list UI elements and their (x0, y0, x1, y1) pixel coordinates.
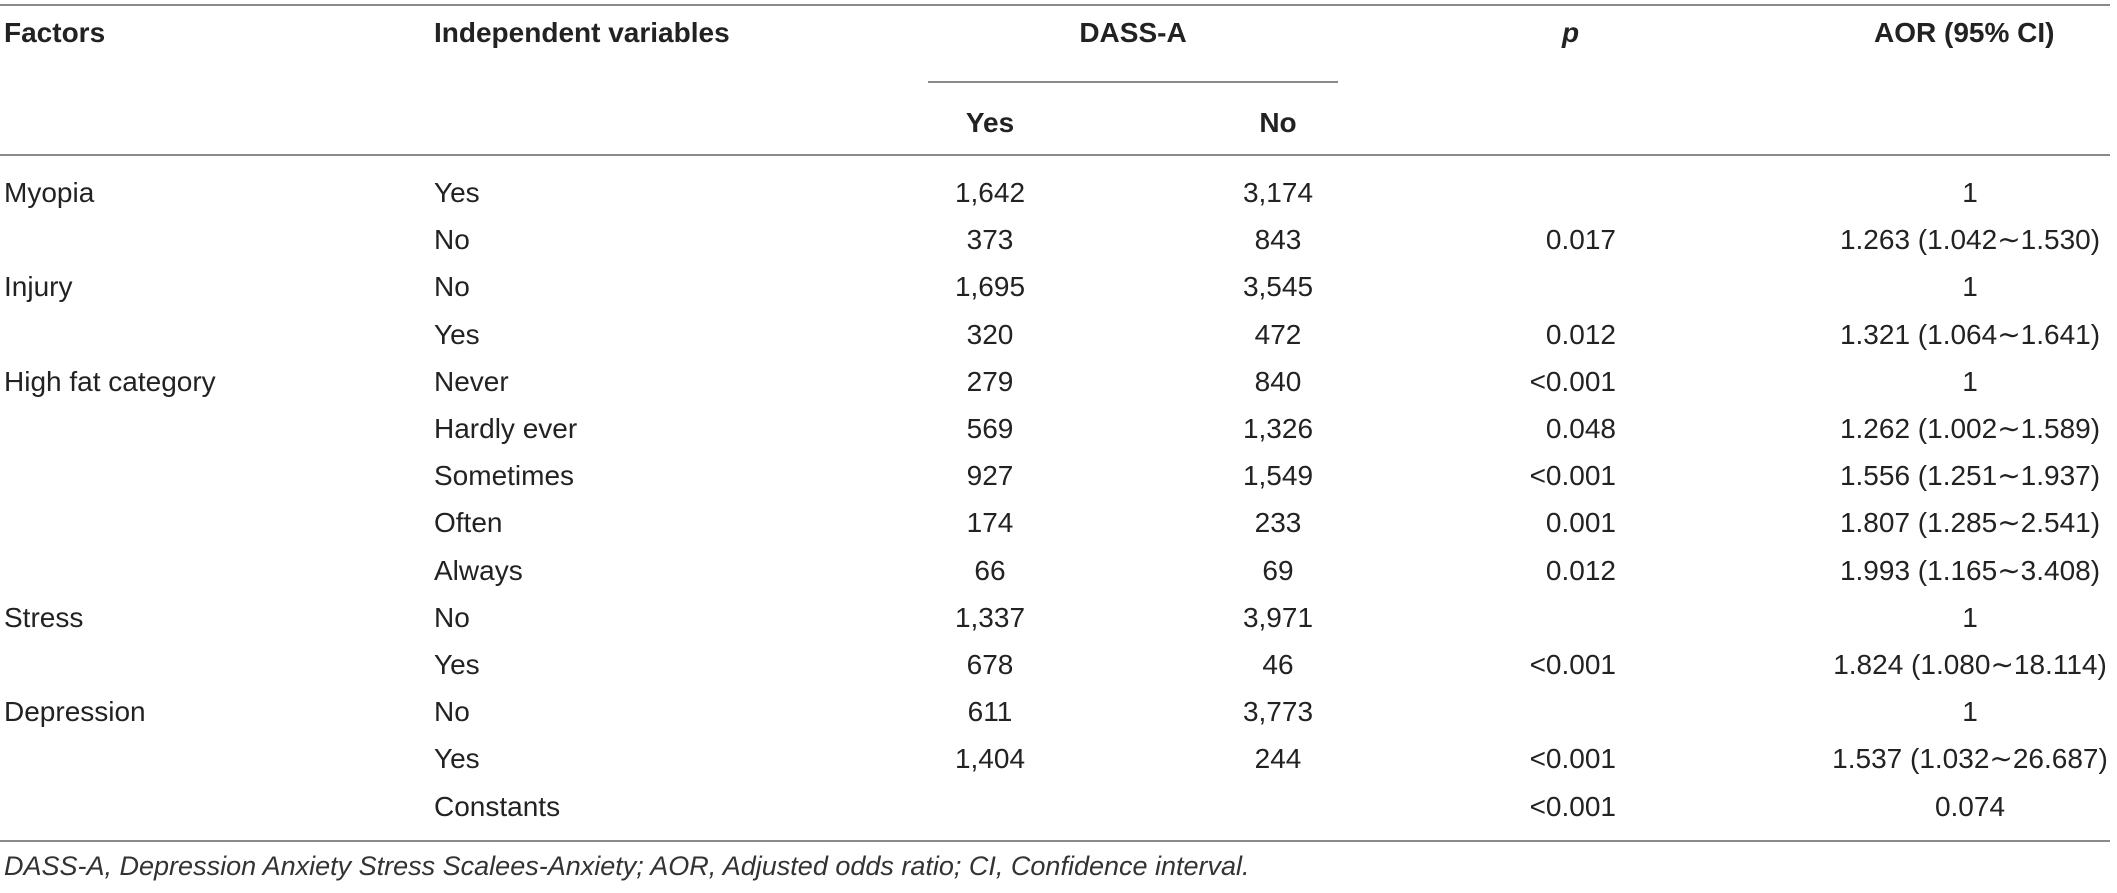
header-p: p (1562, 17, 1580, 48)
cell-no: 233 (1254, 507, 1302, 539)
cell-no: 3,545 (1242, 271, 1314, 303)
cell-no: 3,174 (1242, 177, 1314, 208)
cell-p: <0.001 (1529, 790, 1616, 822)
cell-factor: Stress (4, 601, 84, 633)
cell-aor: 1.824 (1.080∼18.114) (1833, 649, 2107, 680)
bottom-rule (0, 840, 2110, 842)
cell-no: 840 (1254, 365, 1302, 397)
dass-a-rule (928, 81, 1338, 83)
cell-yes: 66 (974, 554, 1006, 586)
header-yes: Yes (965, 107, 1015, 138)
cell-variable: Sometimes (434, 460, 575, 492)
cell-variable: Often (434, 507, 503, 539)
cell-yes: 1,695 (954, 271, 1026, 303)
cell-no: 843 (1254, 224, 1302, 256)
cell-yes: 320 (966, 318, 1014, 350)
cell-yes: 569 (966, 413, 1014, 444)
cell-variable: Yes (434, 649, 480, 680)
header-dass-a: DASS-A (1079, 17, 1187, 48)
cell-p: 0.048 (1545, 413, 1616, 444)
cell-yes: 1,642 (954, 177, 1026, 208)
cell-p: 0.012 (1545, 318, 1616, 350)
header-bottom-rule (0, 154, 2110, 156)
cell-p: 0.017 (1545, 224, 1616, 256)
cell-no: 46 (1262, 649, 1294, 680)
cell-yes: 678 (966, 649, 1014, 680)
cell-variable: No (434, 601, 470, 633)
cell-aor: 1.993 (1.165∼3.408) (1839, 554, 2101, 586)
cell-variable: Hardly ever (434, 413, 578, 444)
cell-aor: 1.321 (1.064∼1.641) (1839, 318, 2101, 350)
cell-no: 1,549 (1242, 460, 1314, 492)
cell-aor: 1 (1962, 177, 1978, 208)
cell-p: 0.012 (1545, 554, 1616, 586)
header-independent-variables: Independent variables (434, 17, 730, 48)
cell-yes: 174 (966, 507, 1014, 539)
cell-yes: 927 (966, 460, 1014, 492)
cell-p: <0.001 (1529, 743, 1616, 775)
cell-variable: No (434, 696, 470, 728)
cell-variable: Never (434, 365, 509, 397)
cell-aor: 0.074 (1934, 790, 2006, 822)
cell-p: <0.001 (1529, 460, 1616, 492)
cell-no: 472 (1254, 318, 1302, 350)
cell-no: 69 (1262, 554, 1294, 586)
cell-aor: 1.556 (1.251∼1.937) (1839, 460, 2101, 492)
cell-variable: Always (434, 554, 523, 586)
cell-variable: No (434, 271, 470, 303)
top-rule (0, 4, 2110, 6)
cell-no: 3,773 (1242, 696, 1314, 728)
cell-factor: Injury (4, 271, 73, 303)
cell-yes: 373 (966, 224, 1014, 256)
cell-variable: No (434, 224, 470, 256)
cell-variable: Yes (434, 318, 480, 350)
cell-p: <0.001 (1529, 365, 1616, 397)
cell-no: 3,971 (1242, 601, 1314, 633)
cell-no: 244 (1254, 743, 1302, 775)
cell-aor: 1.807 (1.285∼2.541) (1839, 507, 2101, 539)
cell-factor: Myopia (4, 177, 95, 208)
cell-no: 1,326 (1242, 413, 1314, 444)
cell-variable: Constants (434, 790, 561, 822)
cell-yes: 611 (967, 696, 1013, 728)
cell-aor: 1 (1962, 696, 1978, 728)
cell-factor: Depression (4, 696, 146, 728)
cell-aor: 1 (1962, 271, 1978, 303)
cell-aor: 1 (1962, 601, 1978, 633)
cell-variable: Yes (434, 177, 480, 208)
cell-aor: 1.263 (1.042∼1.530) (1839, 224, 2101, 256)
header-aor: AOR (95% CI) (1874, 17, 2055, 48)
header-factors: Factors (4, 17, 106, 48)
cell-variable: Yes (434, 743, 480, 775)
cell-yes: 279 (966, 365, 1014, 397)
cell-p: 0.001 (1545, 507, 1616, 539)
cell-aor: 1.537 (1.032∼26.687) (1832, 743, 2108, 775)
cell-yes: 1,337 (954, 601, 1026, 633)
table-footnote: DASS-A, Depression Anxiety Stress Scalee… (4, 851, 1250, 881)
cell-factor: High fat category (4, 365, 216, 397)
header-no: No (1259, 107, 1297, 138)
cell-yes: 1,404 (954, 743, 1026, 775)
cell-aor: 1.262 (1.002∼1.589) (1839, 413, 2101, 444)
cell-aor: 1 (1962, 365, 1978, 397)
cell-p: <0.001 (1529, 649, 1616, 680)
